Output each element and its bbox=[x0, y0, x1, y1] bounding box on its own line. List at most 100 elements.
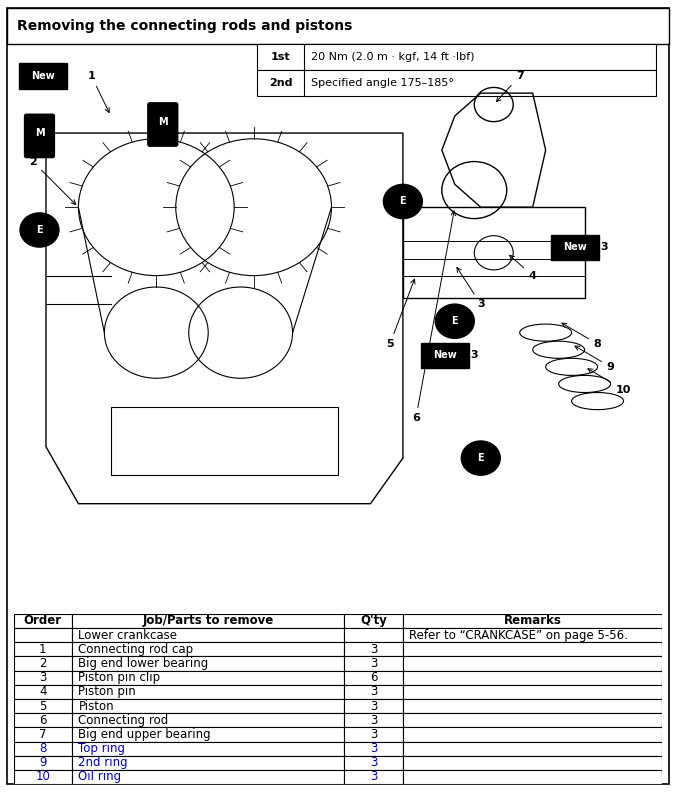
Bar bbox=[72, 628, 345, 642]
Text: E: E bbox=[36, 225, 43, 235]
Text: E: E bbox=[452, 316, 458, 326]
Bar bbox=[111, 407, 338, 475]
Text: 1st: 1st bbox=[270, 51, 291, 62]
Text: Order: Order bbox=[24, 615, 62, 627]
Text: 7: 7 bbox=[39, 728, 47, 741]
Text: 6: 6 bbox=[39, 714, 47, 727]
Bar bbox=[14, 628, 72, 642]
Text: 4: 4 bbox=[510, 255, 537, 280]
Bar bbox=[257, 44, 656, 70]
Text: Remarks: Remarks bbox=[504, 615, 562, 627]
Bar bbox=[14, 741, 72, 756]
Text: 3: 3 bbox=[370, 699, 377, 713]
Text: 10: 10 bbox=[35, 771, 50, 783]
FancyBboxPatch shape bbox=[24, 114, 54, 158]
Bar bbox=[14, 770, 72, 784]
Bar bbox=[403, 713, 662, 727]
Text: 3: 3 bbox=[600, 242, 608, 252]
Bar bbox=[14, 699, 72, 713]
Bar bbox=[345, 741, 403, 756]
Text: Lower crankcase: Lower crankcase bbox=[78, 629, 177, 642]
Bar bbox=[72, 614, 345, 628]
Text: 5: 5 bbox=[386, 280, 415, 349]
Bar bbox=[257, 70, 656, 96]
Text: 3: 3 bbox=[470, 350, 478, 360]
Bar bbox=[345, 614, 403, 628]
Text: 6: 6 bbox=[370, 671, 377, 684]
Bar bbox=[14, 685, 72, 699]
Text: 3: 3 bbox=[457, 268, 485, 309]
Text: New: New bbox=[433, 350, 457, 360]
Text: 1: 1 bbox=[39, 643, 47, 656]
Bar bbox=[345, 727, 403, 741]
Text: 7: 7 bbox=[496, 71, 524, 101]
Circle shape bbox=[461, 441, 500, 475]
Circle shape bbox=[383, 185, 422, 219]
Text: 6: 6 bbox=[412, 211, 456, 423]
Bar bbox=[72, 671, 345, 685]
Bar bbox=[403, 770, 662, 784]
Text: Piston: Piston bbox=[78, 699, 114, 713]
Text: 2: 2 bbox=[29, 157, 76, 204]
Text: Removing the connecting rods and pistons: Removing the connecting rods and pistons bbox=[17, 19, 352, 33]
Text: 4: 4 bbox=[39, 685, 47, 699]
Bar bbox=[14, 657, 72, 671]
Text: 3: 3 bbox=[370, 756, 377, 769]
Bar bbox=[345, 699, 403, 713]
Text: Connecting rod: Connecting rod bbox=[78, 714, 169, 727]
Bar bbox=[403, 628, 662, 642]
Circle shape bbox=[20, 213, 59, 247]
Bar bbox=[345, 756, 403, 770]
Bar bbox=[72, 727, 345, 741]
FancyBboxPatch shape bbox=[551, 234, 599, 260]
FancyBboxPatch shape bbox=[421, 343, 469, 368]
Bar bbox=[345, 713, 403, 727]
Text: Job/Parts to remove: Job/Parts to remove bbox=[143, 615, 274, 627]
Bar bbox=[403, 642, 662, 657]
Bar bbox=[345, 770, 403, 784]
Text: E: E bbox=[477, 453, 484, 463]
Text: 3: 3 bbox=[370, 714, 377, 727]
Bar bbox=[72, 741, 345, 756]
Text: Piston pin: Piston pin bbox=[78, 685, 136, 699]
Bar bbox=[403, 685, 662, 699]
Circle shape bbox=[435, 304, 475, 338]
Text: New: New bbox=[563, 242, 587, 252]
Bar bbox=[345, 671, 403, 685]
Bar bbox=[72, 756, 345, 770]
Bar bbox=[403, 727, 662, 741]
Bar bbox=[403, 756, 662, 770]
Text: Refer to “CRANKCASE” on page 5-56.: Refer to “CRANKCASE” on page 5-56. bbox=[410, 629, 628, 642]
Text: 3: 3 bbox=[370, 643, 377, 656]
Bar bbox=[403, 208, 585, 299]
Text: 10: 10 bbox=[588, 369, 631, 394]
Bar bbox=[72, 685, 345, 699]
Text: 3: 3 bbox=[370, 657, 377, 670]
FancyBboxPatch shape bbox=[148, 103, 178, 147]
Text: 3: 3 bbox=[370, 728, 377, 741]
Text: 20 Nm (2.0 m · kgf, 14 ft ·lbf): 20 Nm (2.0 m · kgf, 14 ft ·lbf) bbox=[311, 51, 475, 62]
Text: Piston pin clip: Piston pin clip bbox=[78, 671, 160, 684]
Bar bbox=[403, 699, 662, 713]
FancyBboxPatch shape bbox=[19, 63, 67, 89]
Text: E: E bbox=[400, 196, 406, 207]
Text: Q'ty: Q'ty bbox=[360, 615, 387, 627]
Text: Specified angle 175–185°: Specified angle 175–185° bbox=[311, 78, 454, 88]
Text: Connecting rod cap: Connecting rod cap bbox=[78, 643, 193, 656]
Text: 5: 5 bbox=[39, 699, 47, 713]
Text: 3: 3 bbox=[370, 742, 377, 755]
Bar bbox=[403, 657, 662, 671]
Text: 3: 3 bbox=[370, 685, 377, 699]
Bar bbox=[14, 727, 72, 741]
Bar bbox=[72, 713, 345, 727]
Text: 1: 1 bbox=[87, 71, 110, 112]
Bar bbox=[345, 657, 403, 671]
Bar bbox=[14, 614, 72, 628]
Text: 3: 3 bbox=[39, 671, 47, 684]
Bar bbox=[403, 671, 662, 685]
Bar bbox=[72, 642, 345, 657]
Text: M: M bbox=[158, 116, 168, 127]
Bar bbox=[14, 642, 72, 657]
Text: 2: 2 bbox=[39, 657, 47, 670]
Bar bbox=[72, 770, 345, 784]
